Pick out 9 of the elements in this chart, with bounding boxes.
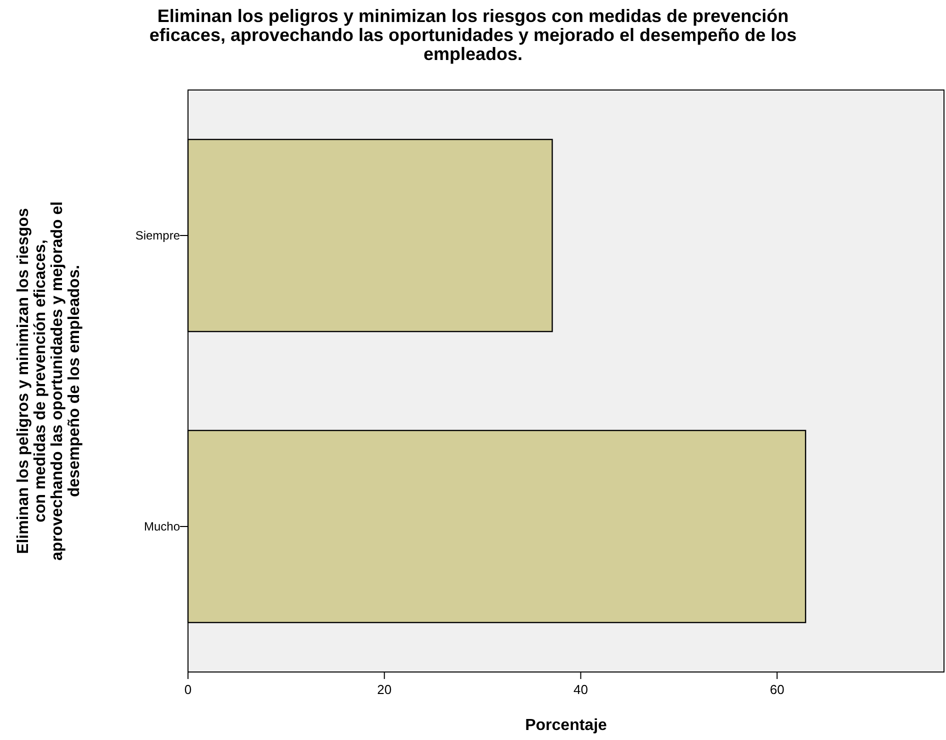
x-tick-label: 40 xyxy=(573,682,588,697)
x-axis-title: Porcentaje xyxy=(525,717,608,734)
x-tick-label: 20 xyxy=(377,682,392,697)
y-tick-label: Siempre xyxy=(135,228,180,242)
y-axis-title: Eliminan los peligros y minimizan los riesgos con medidas de prevención eficaces, aprovechando las oportunidades y mejorado el desempeño de los empleados. xyxy=(15,201,83,561)
x-tick-label: 60 xyxy=(770,682,784,697)
y-tick-label: Mucho xyxy=(144,520,180,534)
chart-title: Eliminan los peligros y minimizan los riesgos con medidas de prevención eficaces, aprovechando las oportunidades y mejorado el desempeño de los empleados. xyxy=(149,6,797,64)
x-tick-label: 0 xyxy=(184,682,192,697)
